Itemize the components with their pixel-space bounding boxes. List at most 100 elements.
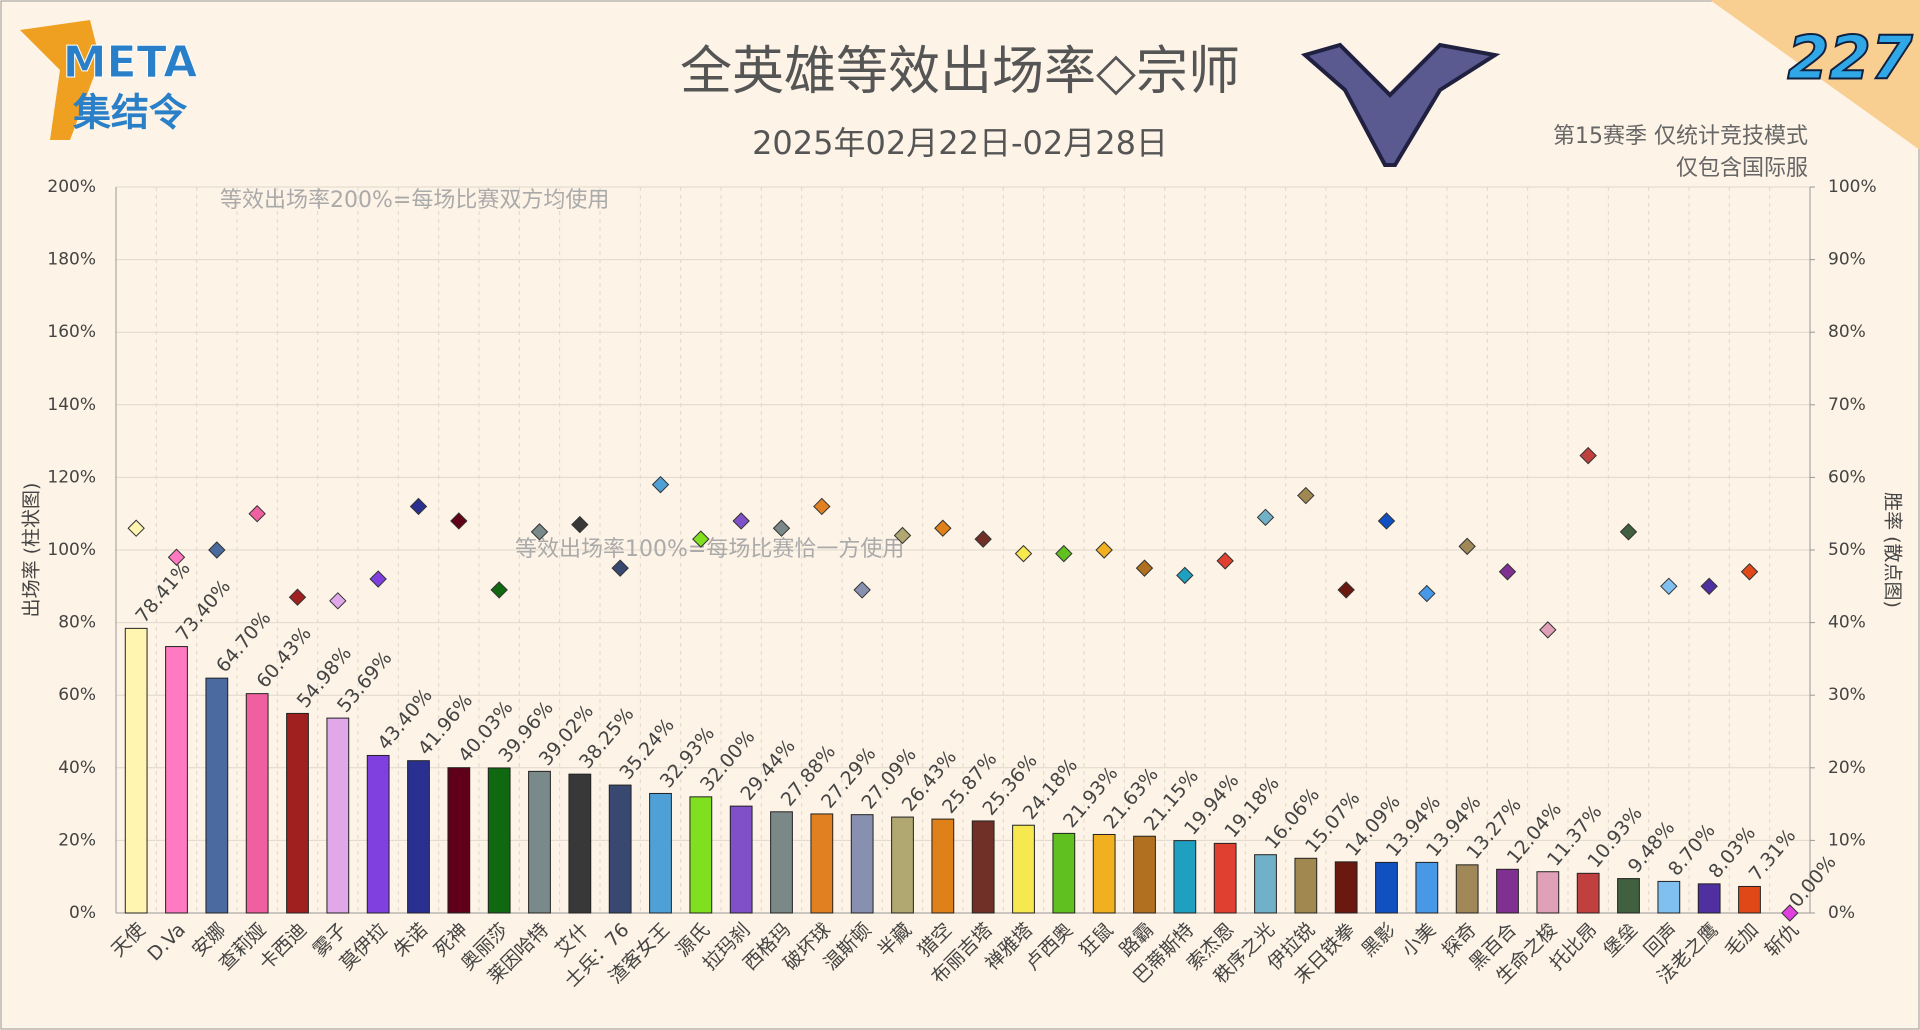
note: 仅包含国际服	[1676, 156, 1808, 181]
win-rate-point	[1579, 446, 1597, 465]
win-rate-point	[1135, 559, 1154, 577]
bar	[286, 712, 309, 914]
win-rate-point	[1700, 577, 1718, 596]
bar	[850, 814, 874, 914]
win-rate-point	[1539, 621, 1557, 639]
note: 第15赛季 仅统计竞技模式	[1553, 124, 1808, 149]
bar	[568, 773, 592, 914]
bar	[1254, 854, 1277, 914]
win-rate-point	[1458, 537, 1476, 556]
y2-tick-label: 70%	[1828, 395, 1866, 415]
win-rate-point	[1014, 544, 1033, 563]
y-tick-label: 80%	[58, 613, 96, 633]
win-rate-point	[1377, 512, 1396, 530]
bar	[1133, 835, 1156, 914]
bar	[891, 816, 914, 914]
logo-subtitle: 集结令	[72, 91, 188, 135]
win-rate-point	[1781, 904, 1799, 922]
rank-emblem	[1300, 42, 1501, 167]
bar	[1012, 824, 1035, 914]
bar	[205, 677, 229, 914]
y-tick-label: 180%	[47, 250, 96, 270]
y-tick-label: 60%	[58, 685, 96, 705]
win-rate-point	[934, 519, 952, 537]
logo-icon	[20, 20, 100, 140]
bar	[1334, 861, 1358, 914]
win-rate-point	[1619, 523, 1638, 541]
bar	[729, 805, 753, 914]
bar	[407, 760, 430, 914]
win-rate-point	[1337, 581, 1355, 599]
bar	[971, 820, 995, 914]
win-rate-point	[127, 519, 145, 537]
bar	[931, 818, 955, 914]
win-rate-point	[1297, 486, 1315, 505]
y2-tick-label: 40%	[1828, 613, 1866, 633]
bar	[124, 627, 148, 914]
y-tick-label: 140%	[47, 395, 96, 415]
bar	[366, 754, 390, 914]
bar	[689, 796, 713, 914]
bar	[1576, 872, 1600, 914]
y2-tick-label: 20%	[1828, 758, 1866, 778]
win-rate-point	[329, 592, 347, 610]
annotation: 等效出场率200%=每场比赛双方均使用	[220, 188, 609, 213]
y-tick-label: 0%	[69, 903, 96, 923]
win-rate-point	[1498, 563, 1517, 581]
win-rate-point	[490, 581, 508, 599]
win-rate-point	[1176, 566, 1194, 585]
y-axis-label: 出场率 (柱状图)	[21, 483, 43, 618]
y2-tick-label: 100%	[1828, 177, 1877, 197]
bar	[487, 767, 511, 914]
win-rate-point	[692, 530, 710, 548]
corner-decoration	[1710, 0, 1920, 150]
bar	[1375, 861, 1398, 914]
bar	[1415, 861, 1439, 914]
y-tick-label: 100%	[47, 540, 96, 560]
y-tick-label: 120%	[47, 467, 96, 487]
win-rate-point	[1418, 584, 1436, 603]
win-rate-point	[1256, 508, 1275, 527]
win-rate-point	[651, 475, 670, 494]
bar	[245, 693, 269, 914]
y2-tick-label: 0%	[1828, 903, 1855, 923]
win-rate-point	[167, 548, 186, 566]
y2-tick-label: 50%	[1828, 540, 1866, 560]
bar	[528, 770, 551, 914]
win-rate-point	[974, 530, 992, 548]
y-tick-label: 160%	[47, 322, 96, 342]
annotation: 等效出场率100%=每场比赛恰一方使用	[515, 537, 904, 562]
chart-title: 全英雄等效出场率◇宗师	[680, 42, 1240, 102]
win-rate-point	[288, 588, 307, 606]
win-rate-point	[893, 526, 912, 545]
win-rate-point	[208, 541, 226, 559]
bar	[1455, 864, 1479, 914]
win-rate-point	[1095, 541, 1113, 559]
bar	[608, 784, 632, 914]
win-rate-point	[571, 515, 589, 534]
bar	[1052, 832, 1076, 914]
y2-tick-label: 10%	[1828, 830, 1866, 850]
issue-number: 227	[1787, 24, 1912, 94]
bar	[1697, 883, 1721, 914]
y2-axis-label: 胜率 (散点图)	[1882, 492, 1904, 608]
bar	[1496, 868, 1519, 914]
y2-tick-label: 90%	[1828, 250, 1866, 270]
win-rate-point	[732, 512, 750, 530]
win-rate-point	[772, 519, 791, 537]
win-rate-point	[1660, 577, 1678, 596]
bar	[1657, 880, 1681, 914]
bar	[1738, 885, 1761, 914]
win-rate-point	[369, 570, 387, 588]
bar	[326, 717, 350, 914]
bar	[1294, 857, 1318, 914]
win-rate-point	[611, 559, 629, 577]
bar	[1213, 842, 1237, 914]
win-rate-point	[450, 512, 468, 530]
bar	[165, 646, 188, 914]
win-rate-point	[813, 497, 831, 516]
win-rate-point	[248, 504, 266, 523]
